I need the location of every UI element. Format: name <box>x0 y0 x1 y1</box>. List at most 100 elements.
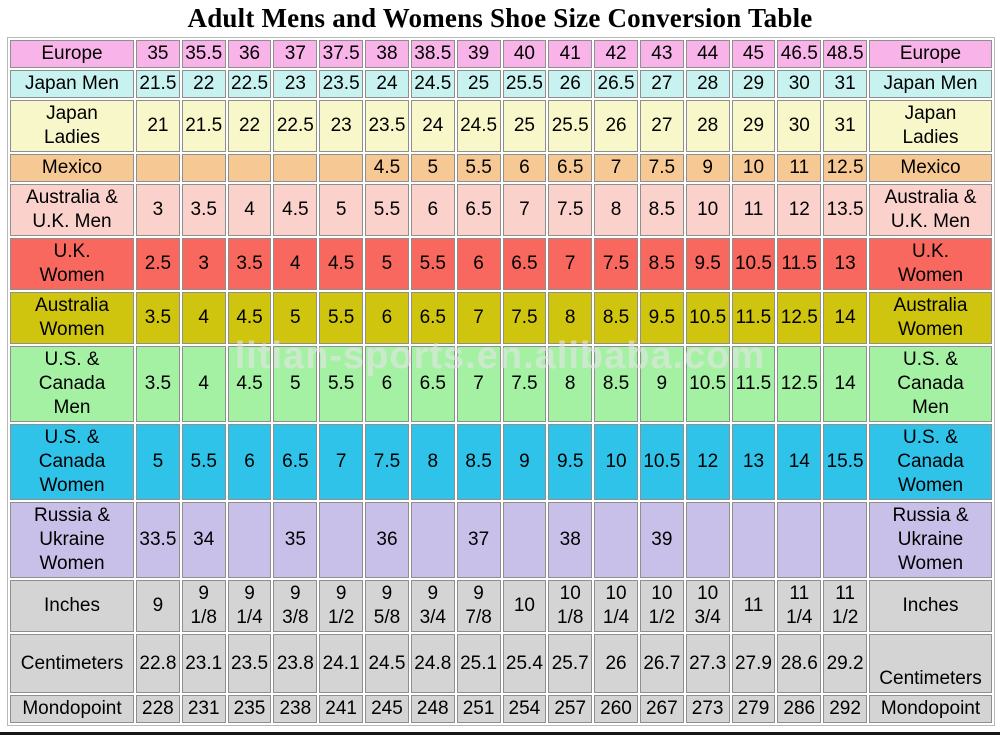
size-cell-europe: 38 <box>365 40 409 68</box>
size-cell-europe: 35.5 <box>181 40 226 68</box>
table-row-australia-women: Australia Women 3.5 4 4.5 5 5.5 6 6.5 7 7.5 8 8.5 9.… <box>10 292 992 344</box>
size-cell-japan-ladies: 21 <box>136 100 180 152</box>
table-row-australia-uk-men: Australia & U.K. Men 3 3.5 4 4.5 5 5.5 6 6.5 7 7.5… <box>10 184 992 236</box>
size-cell-japan-men: 25.5 <box>502 70 547 98</box>
size-cell-mondopoint: 260 <box>594 695 638 723</box>
size-cell-us-canada-women: 9 <box>502 424 547 500</box>
size-cell-europe: 42 <box>594 40 638 68</box>
size-cell-us-canada-women: 7 <box>319 424 364 500</box>
size-cell-mondopoint: 245 <box>365 695 409 723</box>
size-cell-russia-ukraine-women: 39 <box>639 502 684 578</box>
size-cell-japan-men: 24.5 <box>410 70 455 98</box>
size-cell-russia-ukraine-women: 35 <box>273 502 318 578</box>
size-cell-us-canada-men: 4 <box>181 346 226 422</box>
size-cell-us-canada-men: 6.5 <box>410 346 455 422</box>
size-cell-japan-men: 25 <box>456 70 501 98</box>
row-label-right-mexico: Mexico <box>869 154 992 182</box>
size-cell-australia-uk-men: 8.5 <box>639 184 684 236</box>
size-cell-europe: 38.5 <box>410 40 455 68</box>
size-cell-australia-women: 7.5 <box>502 292 547 344</box>
size-cell-uk-women: 3.5 <box>227 238 272 290</box>
size-cell-uk-women: 7 <box>548 238 593 290</box>
size-cell-centimeters: 25.1 <box>456 634 501 693</box>
size-cell-centimeters: 26 <box>594 634 638 693</box>
size-cell-mondopoint: 257 <box>548 695 593 723</box>
size-cell-russia-ukraine-women <box>319 502 364 578</box>
size-cell-europe: 41 <box>548 40 593 68</box>
size-cell-inches: 9 5/8 <box>365 580 409 632</box>
size-cell-australia-uk-men: 10 <box>685 184 730 236</box>
size-cell-uk-women: 11.5 <box>777 238 822 290</box>
table-row-japan-ladies: Japan Ladies 21 21.5 22 22.5 23 23.5 24 24.5 25 25… <box>10 100 992 152</box>
size-cell-australia-women: 12.5 <box>777 292 822 344</box>
size-cell-inches: 9 7/8 <box>456 580 501 632</box>
size-cell-us-canada-men: 7 <box>456 346 501 422</box>
size-cell-mondopoint: 273 <box>685 695 730 723</box>
size-cell-australia-women: 11.5 <box>731 292 776 344</box>
size-cell-centimeters: 23.5 <box>227 634 272 693</box>
size-cell-japan-men: 22 <box>181 70 226 98</box>
size-cell-uk-women: 2.5 <box>136 238 180 290</box>
size-cell-inches: 10 <box>502 580 547 632</box>
size-cell-europe: 37 <box>273 40 318 68</box>
size-cell-australia-women: 8.5 <box>594 292 638 344</box>
size-cell-us-canada-men: 5 <box>273 346 318 422</box>
size-cell-mondopoint: 238 <box>273 695 318 723</box>
table-row-europe: Europe 35 35.5 36 37 37.5 38 38.5 39 40 41 42 43 44 45… <box>10 40 992 68</box>
row-label-right-mondopoint: Mondopoint <box>869 695 992 723</box>
size-cell-uk-women: 5 <box>365 238 409 290</box>
size-cell-us-canada-men: 14 <box>823 346 867 422</box>
size-cell-us-canada-women: 7.5 <box>365 424 409 500</box>
size-cell-japan-ladies: 30 <box>777 100 822 152</box>
size-cell-centimeters: 24.5 <box>365 634 409 693</box>
size-cell-mondopoint: 235 <box>227 695 272 723</box>
row-label-left-japan-men: Japan Men <box>10 70 134 98</box>
size-cell-russia-ukraine-women: 33.5 <box>136 502 180 578</box>
row-label-right-inches: Inches <box>869 580 992 632</box>
size-cell-europe: 35 <box>136 40 180 68</box>
size-cell-us-canada-women: 13 <box>731 424 776 500</box>
size-cell-mondopoint: 251 <box>456 695 501 723</box>
size-cell-japan-ladies: 23.5 <box>365 100 409 152</box>
size-cell-russia-ukraine-women: 36 <box>365 502 409 578</box>
size-cell-uk-women: 6 <box>456 238 501 290</box>
size-cell-russia-ukraine-women <box>777 502 822 578</box>
row-label-left-us-canada-women: U.S. & Canada Women <box>10 424 134 500</box>
size-cell-australia-uk-men: 13.5 <box>823 184 867 236</box>
size-cell-australia-uk-men: 3 <box>136 184 180 236</box>
size-cell-europe: 36 <box>227 40 272 68</box>
size-cell-inches: 11 <box>731 580 776 632</box>
row-label-right-us-canada-men: U.S. & Canada Men <box>869 346 992 422</box>
row-label-left-russia-ukraine-women: Russia & Ukraine Women <box>10 502 134 578</box>
conversion-table-body: Europe 35 35.5 36 37 37.5 38 38.5 39 40 41 42 43 44 45… <box>10 40 992 723</box>
size-cell-mondopoint: 231 <box>181 695 226 723</box>
size-cell-us-canada-women: 5 <box>136 424 180 500</box>
table-row-uk-women: U.K. Women 2.5 3 3.5 4 4.5 5 5.5 6 6.5 7 7.5 8.5 9.5 1… <box>10 238 992 290</box>
size-cell-australia-women: 6 <box>365 292 409 344</box>
size-cell-russia-ukraine-women: 38 <box>548 502 593 578</box>
size-cell-us-canada-men: 10.5 <box>685 346 730 422</box>
size-cell-europe: 37.5 <box>319 40 364 68</box>
size-cell-mexico: 9 <box>685 154 730 182</box>
row-label-right-uk-women: U.K. Women <box>869 238 992 290</box>
table-row-mondopoint: Mondopoint 228 231 235 238 241 245 248 251 254 257… <box>10 695 992 723</box>
size-cell-mexico: 7.5 <box>639 154 684 182</box>
size-cell-uk-women: 7.5 <box>594 238 638 290</box>
size-cell-us-canada-women: 6 <box>227 424 272 500</box>
size-cell-australia-women: 4.5 <box>227 292 272 344</box>
size-cell-centimeters: 24.1 <box>319 634 364 693</box>
row-label-right-russia-ukraine-women: Russia & Ukraine Women <box>869 502 992 578</box>
size-cell-us-canada-women: 8.5 <box>456 424 501 500</box>
size-cell-australia-uk-men: 6 <box>410 184 455 236</box>
size-cell-centimeters: 23.1 <box>181 634 226 693</box>
size-cell-japan-ladies: 31 <box>823 100 867 152</box>
size-cell-japan-ladies: 28 <box>685 100 730 152</box>
row-label-right-japan-ladies: Japan Ladies <box>869 100 992 152</box>
size-cell-inches: 11 1/4 <box>777 580 822 632</box>
size-cell-europe: 40 <box>502 40 547 68</box>
size-cell-uk-women: 5.5 <box>410 238 455 290</box>
size-cell-australia-uk-men: 5.5 <box>365 184 409 236</box>
size-cell-inches: 9 3/8 <box>273 580 318 632</box>
size-cell-australia-women: 3.5 <box>136 292 180 344</box>
row-label-right-centimeters: Centimeters <box>869 634 992 693</box>
